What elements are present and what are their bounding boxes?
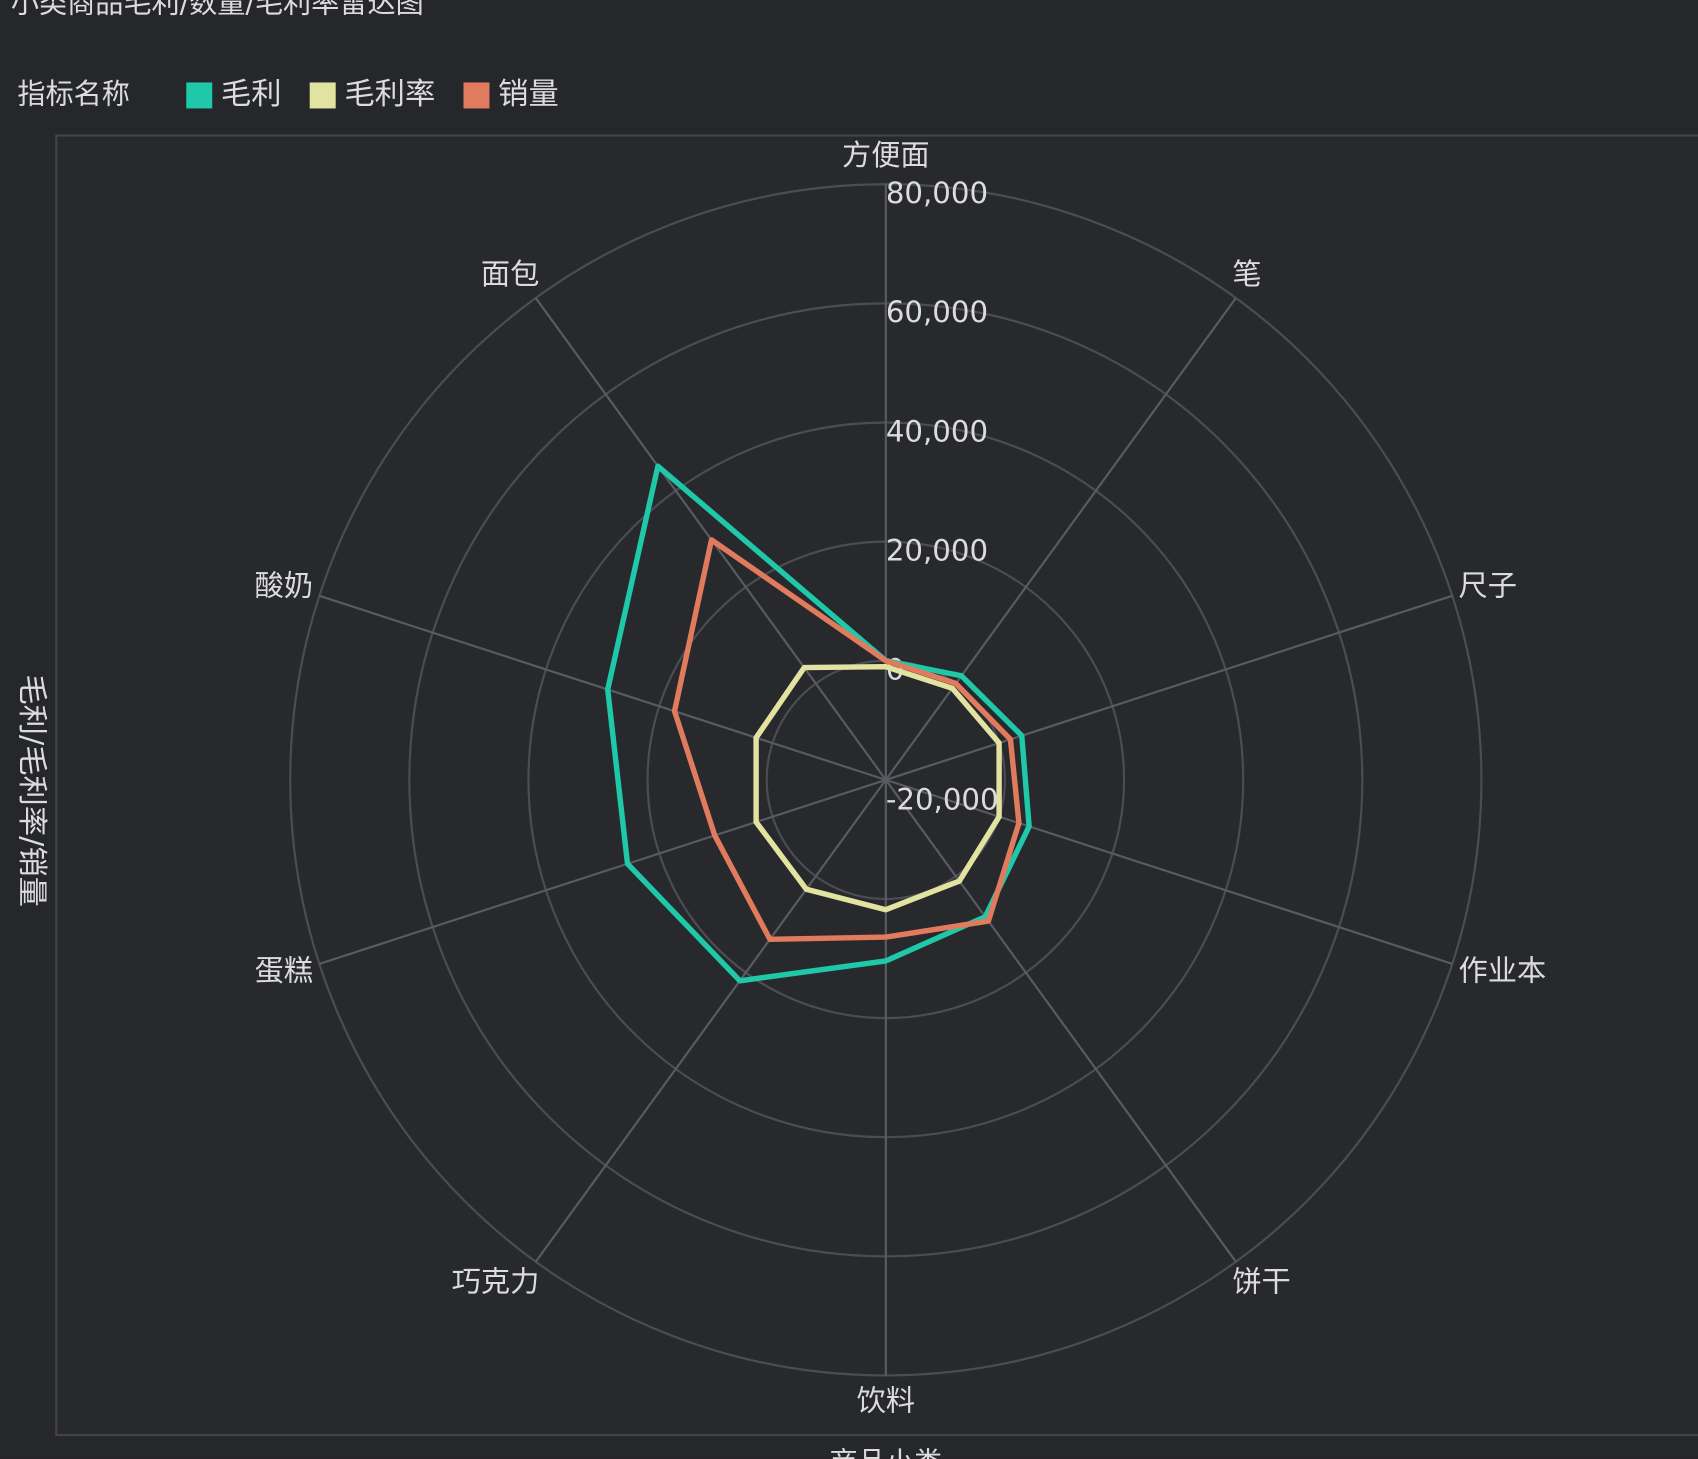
axis-spoke [885,778,1453,965]
axis-spoke [885,594,1453,781]
category-label: 巧克力 [452,1265,540,1299]
category-label: 方便面 [842,138,930,172]
axis-spoke [319,594,887,781]
legend-swatch [463,82,490,109]
series-polygon [604,463,1032,984]
legend-title: 指标名称 [17,77,130,110]
category-label: 作业本 [1459,953,1547,987]
axis-spoke [884,297,1237,781]
y-axis-label: 毛利/毛利率/销量 [14,674,49,907]
plot-frame [55,134,1698,1437]
radial-tick-label: 20,000 [886,533,988,567]
radial-tick-label: 60,000 [886,295,988,329]
category-label: 酸奶 [255,568,313,602]
legend-swatch [309,82,336,109]
radial-tick-label: 80,000 [886,176,988,210]
category-label: 饼干 [1232,1265,1290,1299]
legend-label: 毛利 [221,77,282,112]
category-label: 蛋糕 [255,953,313,987]
axis-spoke [319,778,887,965]
category-label: 面包 [481,257,539,291]
radial-tick-label: -20,000 [886,783,999,817]
axis-spoke [534,779,887,1263]
series-polygon [671,537,1022,943]
category-label: 饮料 [857,1384,915,1418]
series-polygon [753,663,1002,913]
legend-label: 毛利率 [344,77,435,112]
legend-label: 销量 [498,77,559,112]
axis-spoke [884,779,1237,1263]
category-label: 笔 [1232,257,1261,291]
chart-title: 小类商品毛利/数量/毛利率雷达图 [11,0,424,19]
x-axis-label: 商品小类 [830,1446,943,1459]
category-label: 尺子 [1459,568,1517,602]
radial-tick-label: 40,000 [886,414,988,448]
legend-swatch [186,82,213,109]
